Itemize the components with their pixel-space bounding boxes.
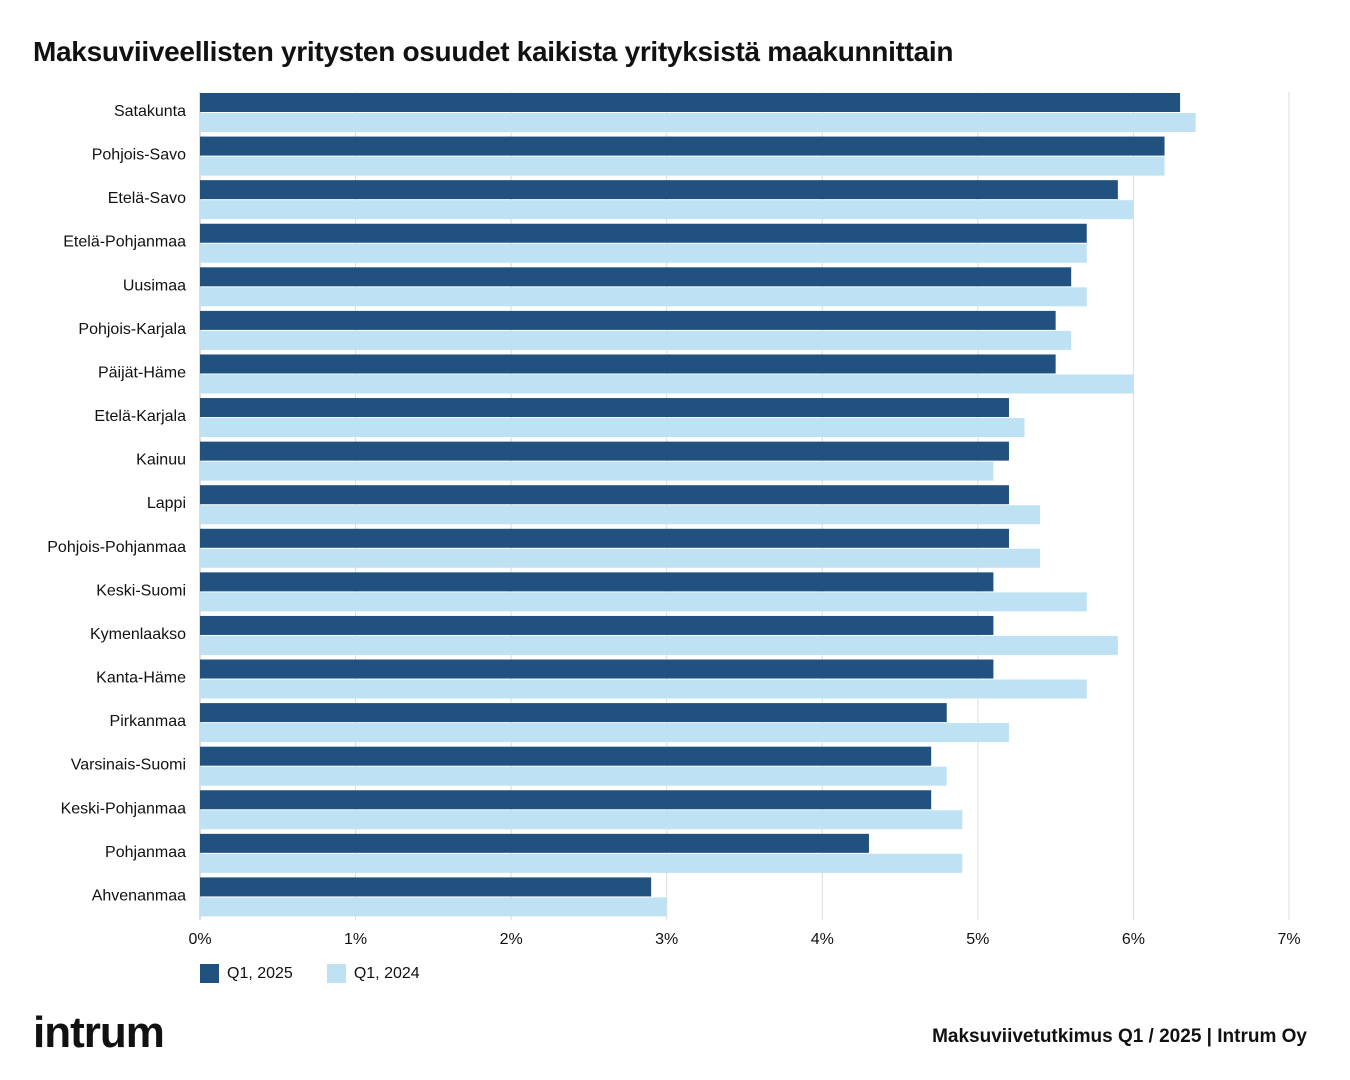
intrum-logo: intrum xyxy=(33,1008,165,1057)
y-tick-label: Kanta-Häme xyxy=(96,670,186,687)
bar-2025 xyxy=(200,877,652,897)
bar-2024 xyxy=(200,505,1041,525)
x-tick-label: 5% xyxy=(966,931,989,948)
bar-2024 xyxy=(200,243,1087,263)
y-tick-label: Kymenlaakso xyxy=(90,626,186,643)
bar-2024 xyxy=(200,287,1087,307)
bar-2025 xyxy=(200,267,1072,287)
y-tick-label: Etelä-Savo xyxy=(108,190,186,207)
bar-2024 xyxy=(200,723,1009,743)
bar-2025 xyxy=(200,441,1009,461)
bar-2025 xyxy=(200,136,1165,156)
bar-2025 xyxy=(200,223,1087,243)
legend: Q1, 2025 Q1, 2024 xyxy=(200,964,420,983)
footer-source: Maksuviivetutkimus Q1 / 2025 | Intrum Oy xyxy=(932,1026,1307,1047)
bar-2024 xyxy=(200,374,1134,394)
legend-item-2025: Q1, 2025 xyxy=(200,964,293,983)
bar-2025 xyxy=(200,93,1181,112)
bar-2024 xyxy=(200,156,1165,176)
bar-2024 xyxy=(200,548,1041,568)
bar-2025 xyxy=(200,703,947,723)
legend-item-2024: Q1, 2024 xyxy=(326,964,420,983)
x-tick-label: 0% xyxy=(188,931,211,948)
bar-2024 xyxy=(200,592,1087,612)
y-tick-label: Etelä-Pohjanmaa xyxy=(63,234,186,251)
y-tick-label: Keski-Suomi xyxy=(96,582,186,599)
y-tick-label: Kainuu xyxy=(136,452,186,469)
bar-2025 xyxy=(200,790,932,810)
bar-2024 xyxy=(200,635,1118,655)
x-tick-label: 4% xyxy=(811,931,834,948)
chart-title: Maksuviiveellisten yritysten osuudet kai… xyxy=(33,36,954,67)
bar-2025 xyxy=(200,354,1056,374)
bar-2024 xyxy=(200,461,994,481)
bar-2024 xyxy=(200,200,1134,220)
legend-swatch-2024 xyxy=(326,964,346,983)
x-tick-label: 1% xyxy=(344,931,367,948)
y-tick-label: Pohjois-Savo xyxy=(92,147,186,164)
bar-2024 xyxy=(200,853,963,873)
bar-2024 xyxy=(200,810,963,830)
bar-2025 xyxy=(200,485,1009,505)
bar-2025 xyxy=(200,572,994,592)
x-tick-label: 7% xyxy=(1277,931,1300,948)
bar-2024 xyxy=(200,330,1072,350)
y-tick-label: Pohjois-Pohjanmaa xyxy=(47,539,186,556)
y-tick-label: Ahvenanmaa xyxy=(92,887,186,904)
y-tick-label: Uusimaa xyxy=(123,277,186,294)
y-tick-label: Etelä-Karjala xyxy=(94,408,186,425)
bar-2025 xyxy=(200,833,869,853)
bar-2024 xyxy=(200,418,1025,438)
bar-2025 xyxy=(200,180,1118,200)
legend-label-2024: Q1, 2024 xyxy=(353,964,420,982)
y-tick-label: Varsinais-Suomi xyxy=(71,757,186,774)
y-tick-label: Keski-Pohjanmaa xyxy=(61,800,187,817)
x-tick-label: 2% xyxy=(500,931,523,948)
bar-2025 xyxy=(200,615,994,635)
legend-label-2025: Q1, 2025 xyxy=(227,964,293,982)
y-tick-label: Pirkanmaa xyxy=(110,713,187,730)
bar-2024 xyxy=(200,766,947,786)
bar-2025 xyxy=(200,659,994,679)
bar-2024 xyxy=(200,897,667,917)
legend-swatch-2025 xyxy=(200,964,219,983)
bar-2024 xyxy=(200,679,1087,699)
y-tick-label: Satakunta xyxy=(114,103,186,120)
bar-2025 xyxy=(200,746,932,766)
bar-2025 xyxy=(200,398,1009,418)
x-tick-label: 3% xyxy=(655,931,678,948)
y-tick-label: Pohjois-Karjala xyxy=(78,321,186,338)
y-tick-label: Pohjanmaa xyxy=(105,844,186,861)
x-tick-label: 6% xyxy=(1122,931,1145,948)
bar-2025 xyxy=(200,528,1009,548)
bar-2025 xyxy=(200,310,1056,330)
y-tick-label: Päijät-Häme xyxy=(98,364,186,381)
bar-2024 xyxy=(200,113,1196,132)
y-tick-label: Lappi xyxy=(147,495,186,512)
